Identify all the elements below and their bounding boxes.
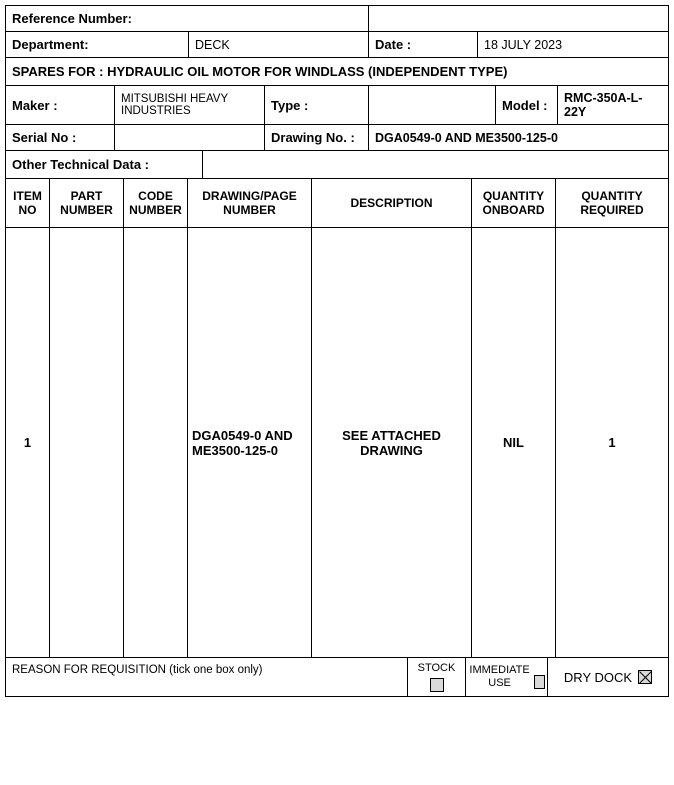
- requisition-reason-row: REASON FOR REQUISITION (tick one box onl…: [6, 658, 668, 697]
- stock-option: STOCK: [408, 658, 466, 696]
- cell-item-no: 1: [6, 228, 50, 657]
- drawing-no-label: Drawing No. :: [271, 130, 355, 145]
- col-code-number: CODE NUMBER: [124, 179, 188, 227]
- date-label: Date :: [375, 37, 411, 52]
- cell-quantity-onboard: NIL: [472, 228, 556, 657]
- cell-part-number: [50, 228, 124, 657]
- maker-label: Maker :: [12, 98, 58, 113]
- drydock-option: DRY DOCK: [548, 658, 668, 696]
- model-label: Model :: [502, 98, 548, 113]
- cell-quantity-required: 1: [556, 228, 668, 657]
- col-item-no: ITEM NO: [6, 179, 50, 227]
- date-value: 18 JULY 2023: [484, 38, 562, 52]
- drydock-checkbox[interactable]: [638, 670, 652, 684]
- col-quantity-required: QUANTITY REQUIRED: [556, 179, 668, 227]
- spares-for-row: SPARES FOR : HYDRAULIC OIL MOTOR FOR WIN…: [6, 58, 668, 86]
- drawing-no-value: DGA0549-0 AND ME3500-125-0: [375, 131, 558, 145]
- maker-type-model-row: Maker : MITSUBISHI HEAVY INDUSTRIES Type…: [6, 86, 668, 125]
- col-drawing-page-number: DRAWING/PAGE NUMBER: [188, 179, 312, 227]
- col-part-number: PART NUMBER: [50, 179, 124, 227]
- stock-label: STOCK: [418, 662, 456, 674]
- type-label: Type :: [271, 98, 308, 113]
- immediate-checkbox[interactable]: [534, 675, 545, 689]
- spares-for-text: SPARES FOR : HYDRAULIC OIL MOTOR FOR WIN…: [12, 64, 507, 79]
- department-label: Department:: [12, 37, 89, 52]
- reference-number-row: Reference Number:: [6, 6, 668, 32]
- reason-label: REASON FOR REQUISITION (tick one box onl…: [6, 658, 408, 696]
- serial-no-label: Serial No :: [12, 130, 76, 145]
- drydock-label: DRY DOCK: [564, 670, 632, 685]
- stock-checkbox[interactable]: [430, 678, 444, 692]
- model-value: RMC-350A-L-22Y: [564, 91, 662, 119]
- cell-code-number: [124, 228, 188, 657]
- immediate-option: IMMEDIATE USE: [466, 658, 548, 696]
- items-table-row: 1 DGA0549-0 AND ME3500-125-0 SEE ATTACHE…: [6, 228, 668, 658]
- other-technical-data-row: Other Technical Data :: [6, 151, 668, 179]
- col-description: DESCRIPTION: [312, 179, 472, 227]
- requisition-form: Reference Number: Department: DECK Date …: [5, 5, 669, 697]
- serial-drawing-row: Serial No : Drawing No. : DGA0549-0 AND …: [6, 125, 668, 151]
- maker-value: MITSUBISHI HEAVY INDUSTRIES: [121, 93, 258, 117]
- col-quantity-onboard: QUANTITY ONBOARD: [472, 179, 556, 227]
- immediate-label: IMMEDIATE USE: [468, 664, 531, 690]
- reference-number-label: Reference Number:: [12, 11, 132, 26]
- other-technical-data-label: Other Technical Data :: [6, 151, 203, 178]
- cell-description: SEE ATTACHED DRAWING: [312, 228, 472, 657]
- department-date-row: Department: DECK Date : 18 JULY 2023: [6, 32, 668, 58]
- other-technical-data-value: [203, 151, 668, 178]
- department-value: DECK: [195, 38, 230, 52]
- cell-drawing-page-number: DGA0549-0 AND ME3500-125-0: [188, 228, 312, 657]
- items-table-header: ITEM NO PART NUMBER CODE NUMBER DRAWING/…: [6, 179, 668, 228]
